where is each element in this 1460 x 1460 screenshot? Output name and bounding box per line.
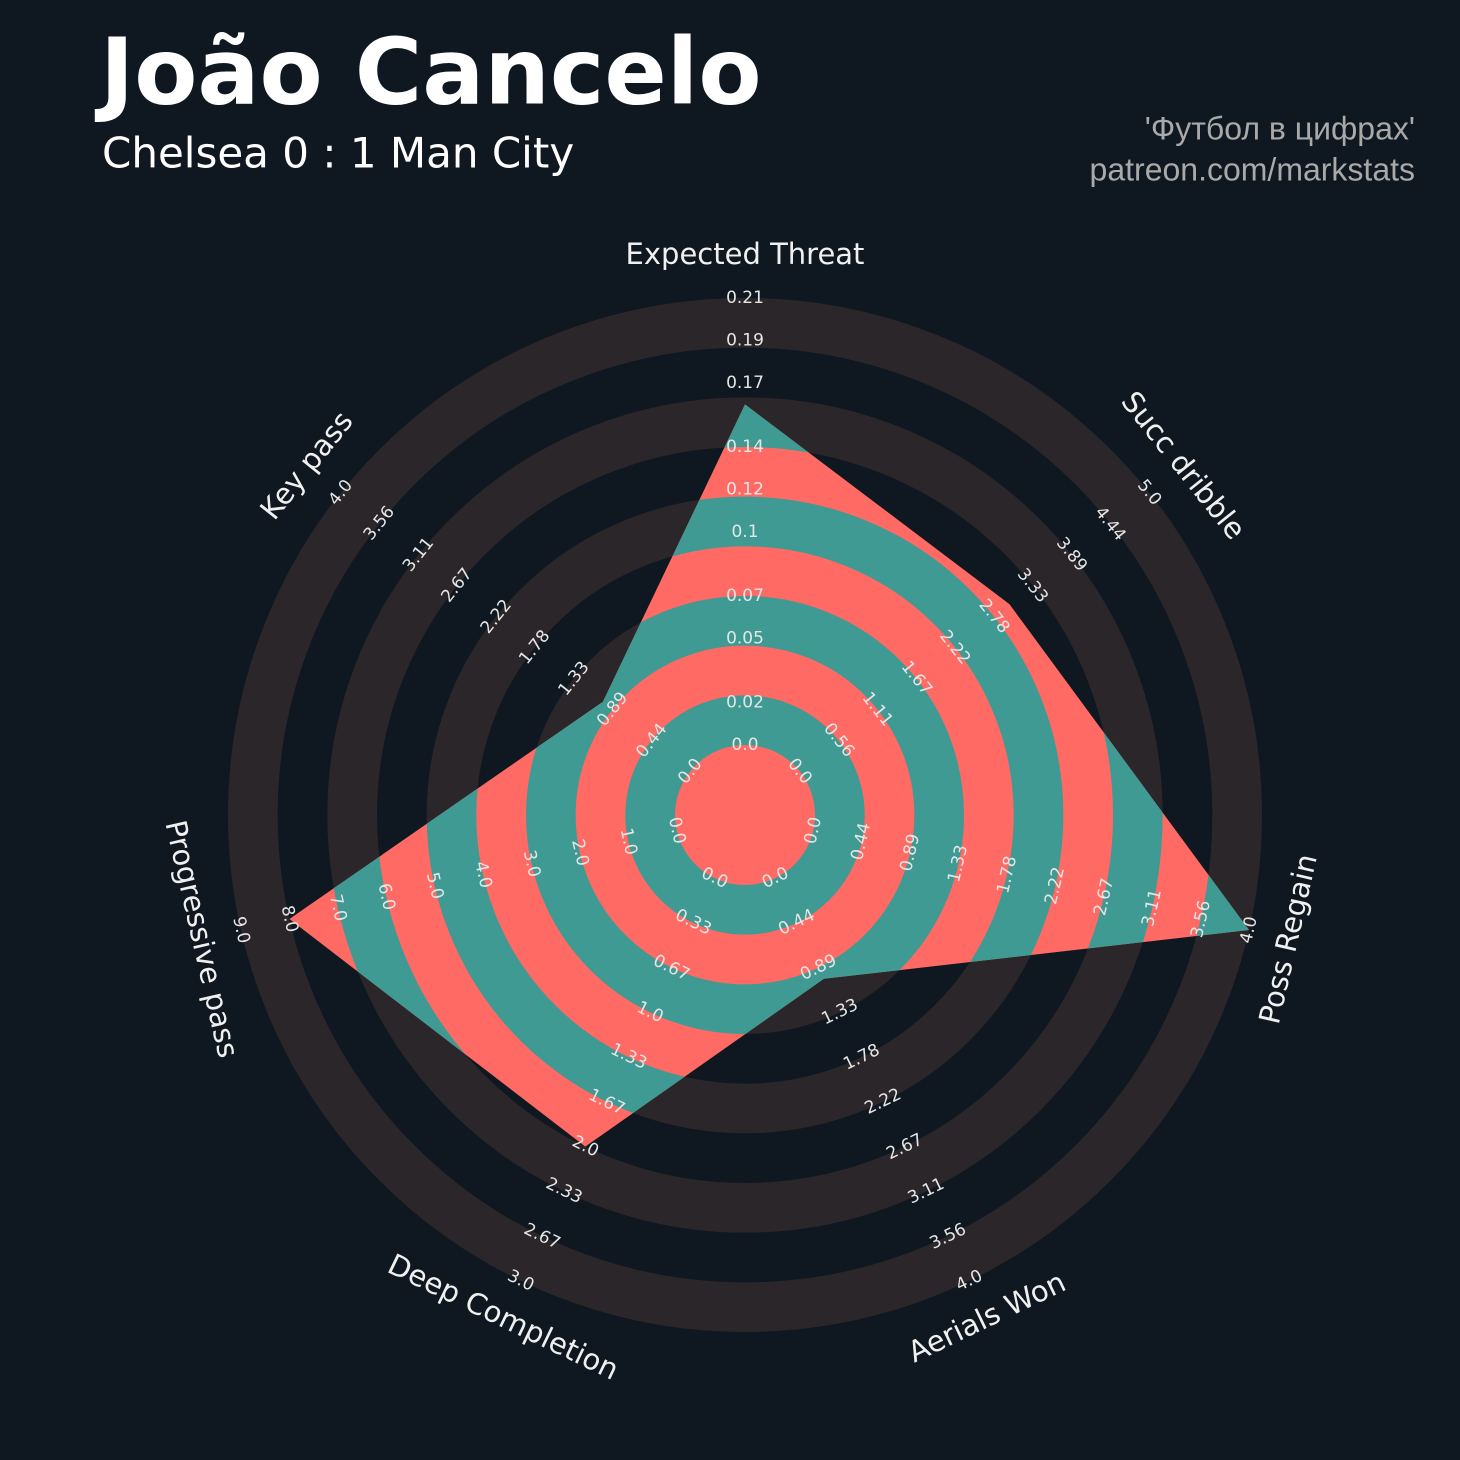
ring	[227, 297, 1263, 1333]
tick-label: 0.07	[726, 586, 764, 606]
tick-label: 0.19	[726, 331, 764, 351]
chart-subtitle: Chelsea 0 : 1 Man City	[102, 129, 574, 178]
radar-area	[289, 404, 1249, 1147]
tick-label: 0.1	[731, 522, 758, 542]
tick-label: 0.0	[731, 735, 758, 755]
tick-label: 0.05	[726, 629, 764, 649]
chart-title: João Cancelo	[94, 18, 762, 125]
annotation: 'Футбол в цифрах'	[1145, 110, 1415, 146]
tick-label: 0.12	[726, 480, 764, 500]
tick-label: 0.14	[726, 437, 764, 457]
annotation: patreon.com/markstats	[1090, 151, 1415, 187]
tick-label: 0.02	[726, 692, 764, 712]
tick-label: 0.21	[726, 288, 764, 308]
axis-label: Expected Threat	[626, 237, 865, 271]
tick-label: 0.17	[726, 373, 764, 393]
band	[525, 595, 965, 1035]
band	[625, 695, 865, 935]
